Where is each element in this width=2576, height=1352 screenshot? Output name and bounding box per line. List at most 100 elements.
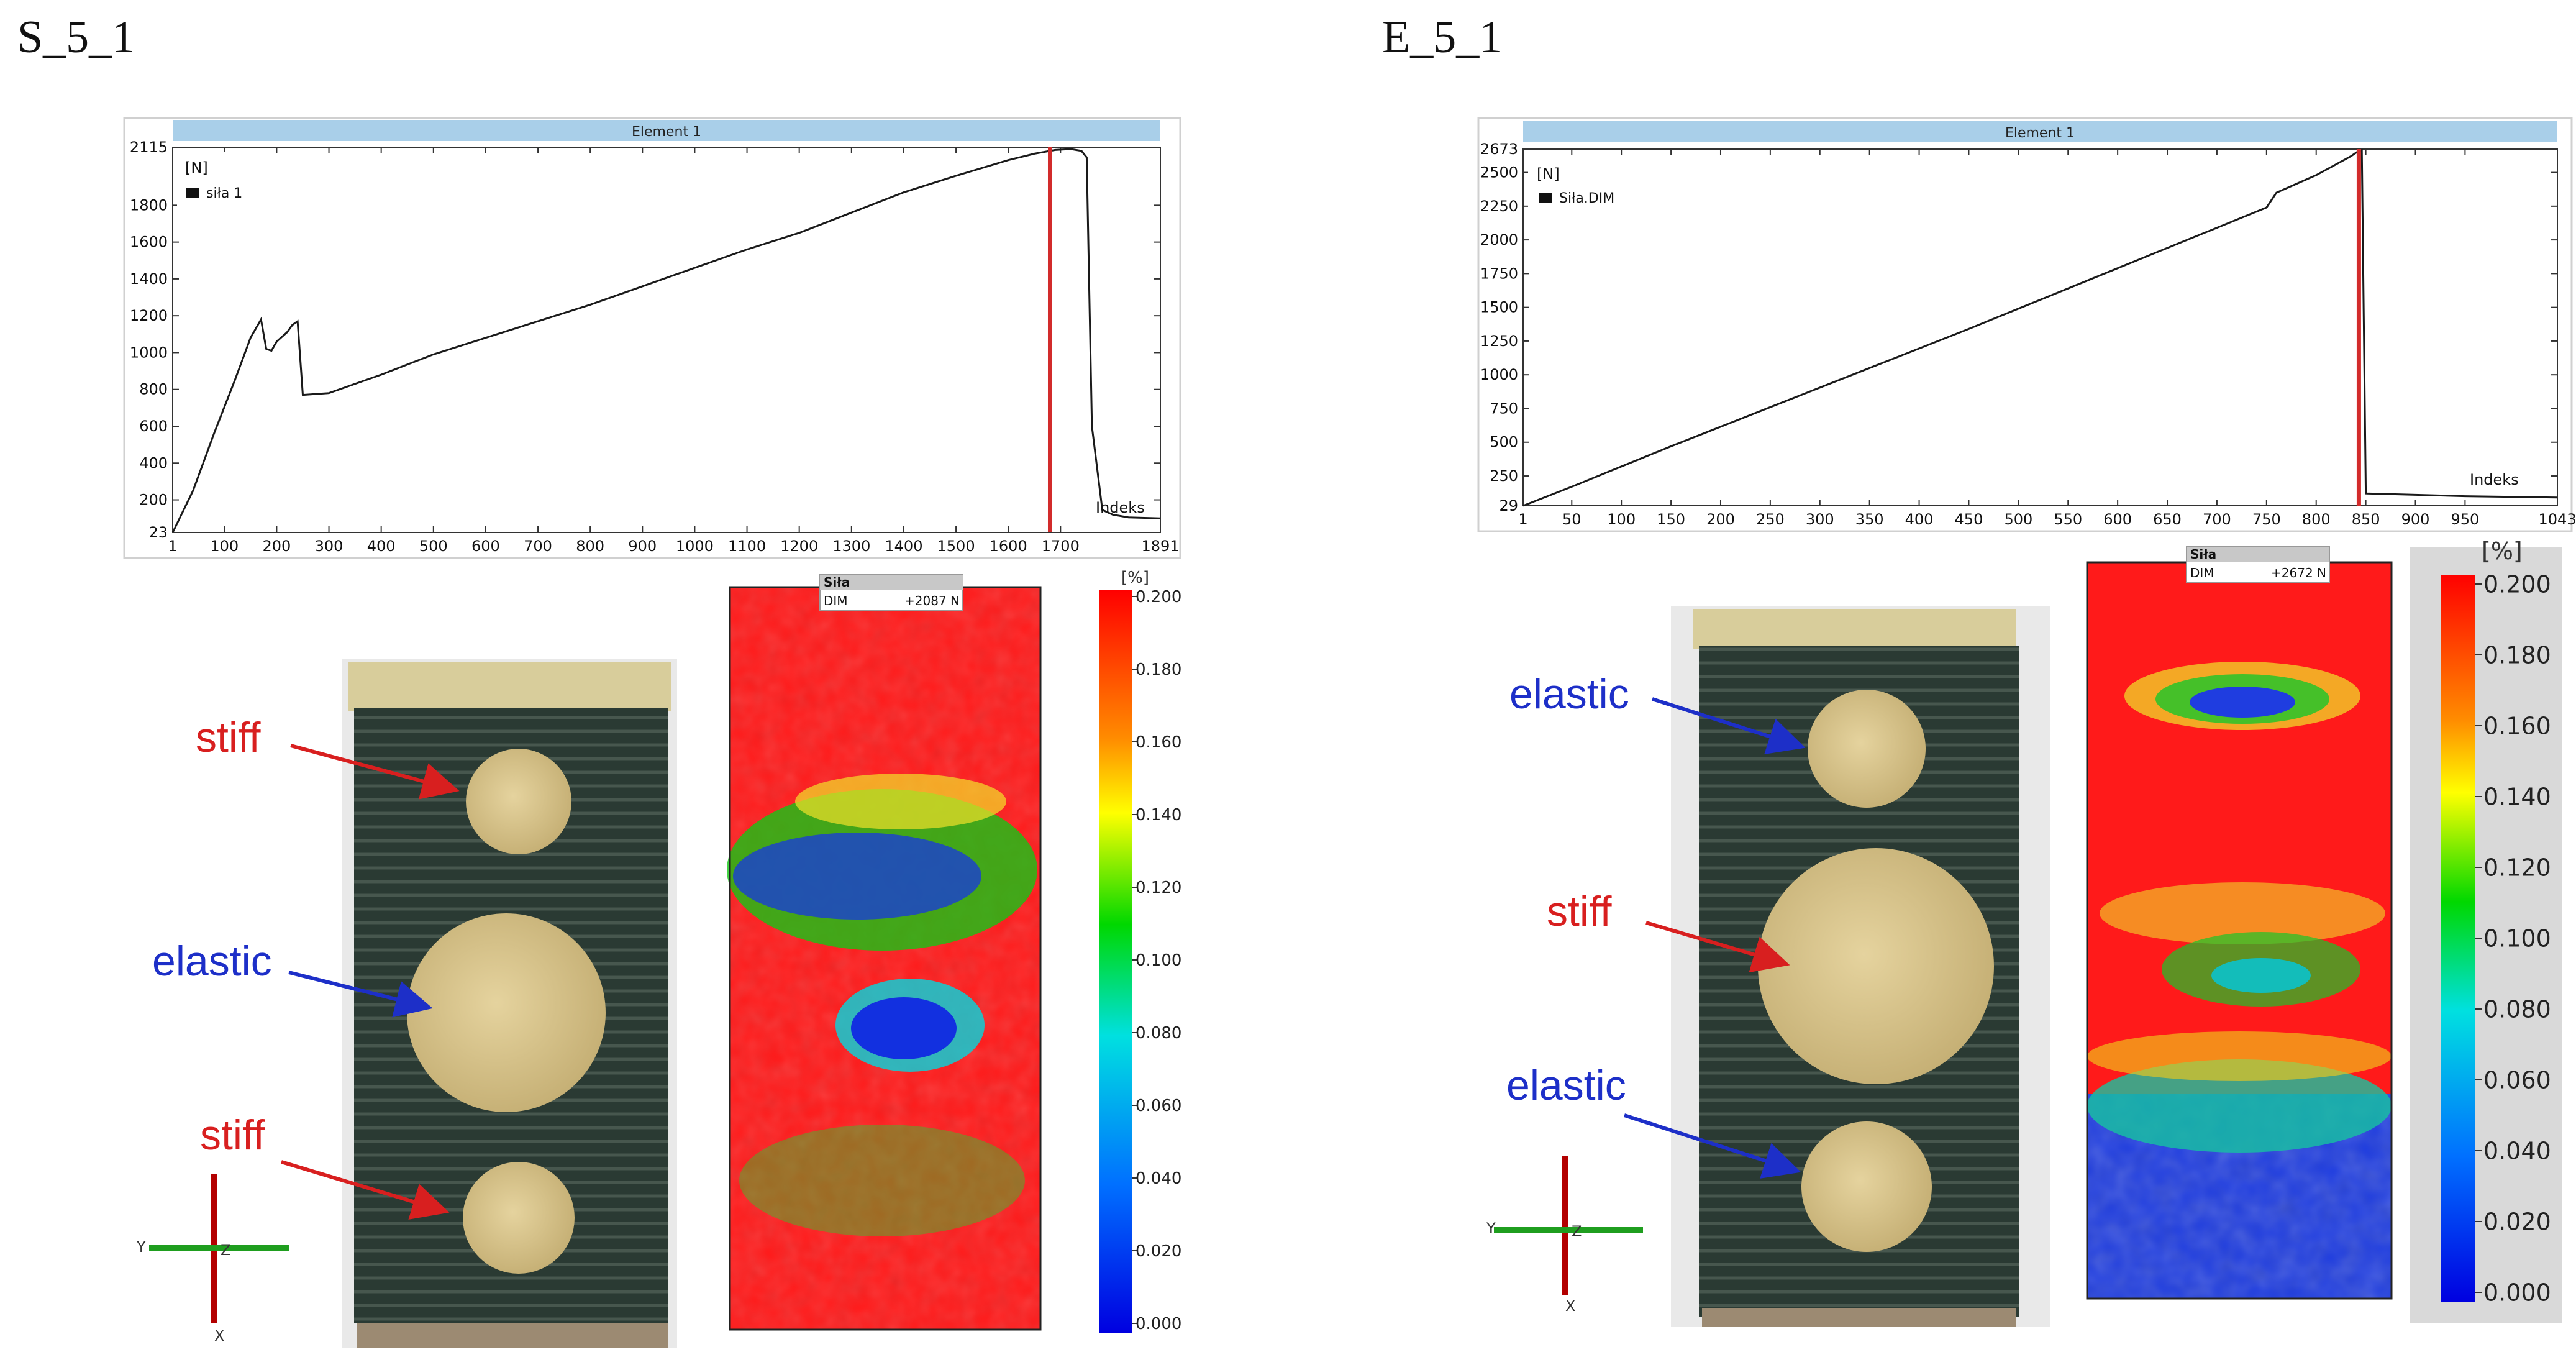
left-ylabel: [N] [185,159,208,176]
right-dic-top-yellow [2124,662,2360,730]
left-label-stiff-bottom: stiff [200,1112,265,1159]
right-ylabel: [N] [1537,165,1560,183]
right-y-tick-label: 29 [1499,497,1518,514]
right-x-tick-label: 100 [1607,511,1636,528]
right-x-tick-label: 950 [2451,511,2479,528]
left-legend-label: siła 1 [206,186,242,201]
right-xlabel: Indeks [2470,471,2519,488]
left-xlabel: Indeks [1096,499,1145,516]
right-specimen-backing [1671,606,2050,1327]
right-y-tick-label: 1500 [1480,299,1518,316]
right-x-tick-label: 850 [2352,511,2380,528]
right-y-tick-label: 2000 [1480,231,1518,249]
right-x-tick-label: 150 [1657,511,1685,528]
right-colorbar-tick-label: 0.040 [2483,1137,2551,1164]
left-dic-header-title: Siła [824,575,850,590]
right-colorbar-tick-label: 0.160 [2483,712,2551,739]
right-specimen-photo [1671,606,2050,1327]
left-label-stiff-top: stiff [196,714,261,761]
right-specimen-tab [1693,609,2016,649]
left-x-tick-label: 1600 [990,537,1027,555]
right-colorbar-tick-label: 0.080 [2483,995,2551,1023]
right-colorbar-tick-label: 0.060 [2483,1066,2551,1094]
left-colorbar-tick-label: 0.080 [1136,1024,1181,1043]
left-x-tick-label: 1891 [1141,537,1179,555]
right-dic-mid-cyan [2211,958,2311,993]
left-colorbar-tick-label: 0.160 [1136,733,1181,752]
left-y-tick-label: 200 [139,491,168,509]
left-specimen-tab [348,662,671,711]
left-specimen-bottom-tab [357,1323,668,1348]
right-colorbar-tick-label: 0.000 [2483,1279,2551,1306]
right-panel-title: E_5_1 [1382,12,1503,63]
left-colorbar-tick-label: 0.140 [1136,806,1181,824]
left-chart-title: Element 1 [632,124,701,140]
left-y-tick-label: 1400 [130,270,168,288]
left-x-tick-label: 1000 [676,537,714,555]
right-dic-mid-green [2162,932,2360,1007]
left-dic-header-channel: DIM [824,593,848,608]
right-dic-header-box [2186,546,2330,583]
right-legend-label: Siła.DIM [1559,191,1614,206]
right-x-tick-label: 400 [1905,511,1934,528]
left-y-tick-label: 1600 [130,234,168,251]
left-y-tick-label: 600 [139,418,168,435]
left-specimen-photo [342,659,677,1348]
left-y-tick-label: 1800 [130,196,168,214]
left-x-tick-label: 1700 [1042,537,1080,555]
right-arrow-elastic-top [1652,697,1806,754]
right-dic-header-channel: DIM [2190,565,2214,580]
right-x-tick-label: 800 [2302,511,2331,528]
right-elastic-disk-top [1808,690,1926,808]
right-specimen-laminate [1699,646,2019,1317]
left-colorbar-tick-label: 0.060 [1136,1097,1181,1115]
right-specimen-bottom-tab [1702,1308,2016,1327]
right-dic-header-title: Siła [2190,547,2216,562]
left-dic-lower-green [739,1125,1025,1236]
left-chart-frame-bg [123,117,1181,559]
right-y-tick-label: 2500 [1480,164,1518,181]
right-legend-swatch [1539,193,1552,203]
left-y-tick-label: 1200 [130,307,168,324]
right-x-tick-label: 700 [2203,511,2231,528]
right-colorbar-unit: [%] [2482,537,2523,565]
right-dic-lower-blue-field [2087,1094,2392,1299]
left-colorbar-tick-label: 0.020 [1136,1242,1181,1261]
right-y-tick-label: 1250 [1480,332,1518,350]
left-x-tick-label: 600 [471,537,500,555]
left-x-tick-label: 900 [628,537,657,555]
left-force-series-line [171,148,1161,533]
left-triad-x-label: X [214,1327,224,1345]
left-y-tick-label: 1000 [130,344,168,361]
right-label-elastic-bottom: elastic [1506,1062,1626,1109]
left-triad-y-label: Y [136,1238,146,1256]
right-label-elastic-top: elastic [1509,670,1629,718]
right-triad-z-label: Z [1572,1223,1582,1240]
right-colorbar-tick-label: 0.020 [2483,1208,2551,1235]
left-x-tick-label: 300 [315,537,344,555]
left-dic-outline [729,586,1042,1331]
right-chart-group: Element 1 1 50 100 150 200 250 300 350 400 450 500… [1477,117,2576,532]
right-legend-box [1528,157,1640,212]
left-dic-texture [730,587,1040,1330]
left-colorbar [1099,590,1132,1333]
right-x-tick-label: 50 [1562,511,1582,528]
left-x-tick-label: 1 [168,537,177,555]
right-dic-top-blue [2190,687,2295,718]
right-dic-lower-green-band [2087,1059,2392,1153]
right-dic-header-value: +2672 N [2271,565,2326,580]
right-chart-frame-bg [1477,117,2573,532]
left-x-tick-label: 400 [367,537,396,555]
right-dic-mid-yellow [2100,882,2385,944]
left-dic-blue-band [733,833,981,920]
left-stiff-disk-bottom [463,1162,575,1274]
right-y-tick-label: 1000 [1480,366,1518,383]
left-plot-area [172,147,1161,533]
left-y-tick-label: 2115 [130,139,168,156]
left-dic-header-value: +2087 N [904,593,960,608]
right-x-tick-label: 500 [2004,511,2032,528]
left-elastic-disk-middle [407,913,606,1112]
right-x-tick-label: 200 [1706,511,1735,528]
left-y-tick-label: 23 [148,524,168,541]
right-dic-strain-map [2086,561,2393,1300]
